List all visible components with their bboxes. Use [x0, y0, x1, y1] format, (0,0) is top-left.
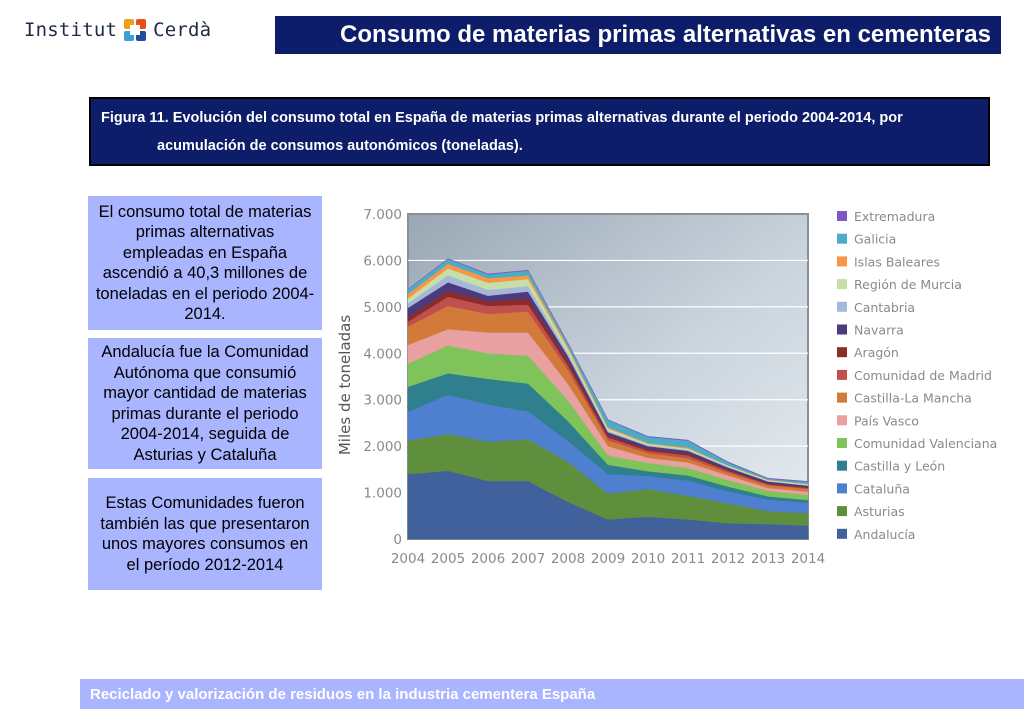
x-tick-label: 2008: [551, 551, 585, 567]
legend-swatch: [837, 528, 847, 539]
legend-swatch: [837, 279, 847, 290]
logo-text-cerda: Cerdà: [153, 19, 212, 41]
y-tick-label: 4.000: [363, 346, 402, 362]
legend-swatch: [837, 392, 847, 403]
y-axis-label: Miles de toneladas: [336, 315, 354, 455]
legend-label: Extremadura: [854, 209, 935, 224]
legend-label: Comunidad Valenciana: [854, 436, 997, 451]
x-tick-label: 2005: [431, 551, 465, 567]
note-box-andalucia: Andalucía fue la Comunidad Autónoma que …: [88, 338, 322, 469]
x-tick-label: 2009: [591, 551, 625, 567]
legend-label: Comunidad de Madrid: [854, 368, 992, 383]
x-tick-label: 2007: [511, 551, 545, 567]
institut-cerda-logo: Institut Cerdà: [24, 14, 211, 46]
area-Extremadura: [407, 258, 809, 483]
note-text-period: Estas Comunidades fueron también las que…: [100, 494, 310, 574]
legend-label: Región de Murcia: [854, 277, 962, 292]
legend-label: Andalucía: [854, 527, 915, 542]
legend-swatch: [837, 506, 847, 517]
x-tick-label: 2011: [671, 551, 705, 567]
y-tick-label: 7.000: [363, 207, 402, 223]
footer-text: Reciclado y valorización de residuos en …: [90, 685, 596, 703]
legend-label: País Vasco: [854, 413, 919, 428]
x-tick-label: 2006: [471, 551, 505, 567]
legend-swatch: [837, 256, 847, 267]
legend-swatch: [837, 369, 847, 380]
note-box-period: Estas Comunidades fueron también las que…: [88, 478, 322, 590]
legend-swatch: [837, 211, 847, 221]
y-tick-label: 0: [393, 532, 402, 548]
x-tick-label: 2014: [791, 551, 825, 567]
x-tick-label: 2004: [391, 551, 425, 567]
legend-label: Galicia: [854, 232, 896, 247]
note-text-andalucia: Andalucía fue la Comunidad Autónoma que …: [101, 343, 309, 464]
x-tick-label: 2013: [751, 551, 785, 567]
footer-bar: Reciclado y valorización de residuos en …: [80, 679, 1024, 709]
legend-label: Cantabria: [854, 300, 915, 315]
y-tick-label: 2.000: [363, 439, 402, 455]
legend-swatch: [837, 415, 847, 426]
y-tick-label: 5.000: [363, 300, 402, 316]
page-title: Consumo de materias primas alternativas …: [340, 21, 991, 48]
y-tick-label: 6.000: [363, 253, 402, 269]
legend-label: Castilla y León: [854, 459, 945, 474]
logo-mark-icon: [124, 19, 147, 41]
note-box-total: El consumo total de materias primas alte…: [88, 196, 322, 330]
x-tick-label: 2010: [631, 551, 665, 567]
legend-swatch: [837, 483, 847, 494]
legend-swatch: [837, 347, 847, 358]
y-axis-ticks: 0 1.000 2.000 3.000 4.000 5.000 6.000 7.000: [363, 207, 402, 548]
page-title-banner: Consumo de materias primas alternativas …: [275, 16, 1001, 54]
legend-swatch: [837, 233, 847, 244]
legend-label: Aragón: [854, 345, 899, 360]
x-tick-label: 2012: [711, 551, 745, 567]
legend-swatch: [837, 460, 847, 471]
y-tick-label: 1.000: [363, 486, 402, 502]
legend-label: Castilla-La Mancha: [854, 391, 972, 406]
x-axis-ticks: 2004 2005 2006 2007 2008 2009 2010 2011 2012 2013…: [391, 551, 825, 567]
legend-swatch: [837, 301, 847, 312]
legend-label: Asturias: [854, 504, 905, 519]
area-series: [407, 258, 809, 540]
legend-swatch: [837, 324, 847, 335]
legend-label: Islas Baleares: [854, 254, 940, 269]
y-tick-label: 3.000: [363, 393, 402, 409]
stacked-area-chart: 0 1.000 2.000 3.000 4.000 5.000 6.000 7.000 200…: [336, 207, 997, 567]
note-text-total: El consumo total de materias primas alte…: [95, 202, 315, 324]
logo-text-institut: Institut: [24, 19, 118, 41]
legend-swatch: [837, 438, 847, 448]
figure-caption: Figura 11. Evolución del consumo total e…: [89, 97, 990, 166]
legend-label: Navarra: [854, 323, 904, 338]
legend-label: Cataluña: [854, 481, 910, 496]
chart-legend: Extremadura Galicia Islas Baleares Región d…: [837, 209, 997, 542]
